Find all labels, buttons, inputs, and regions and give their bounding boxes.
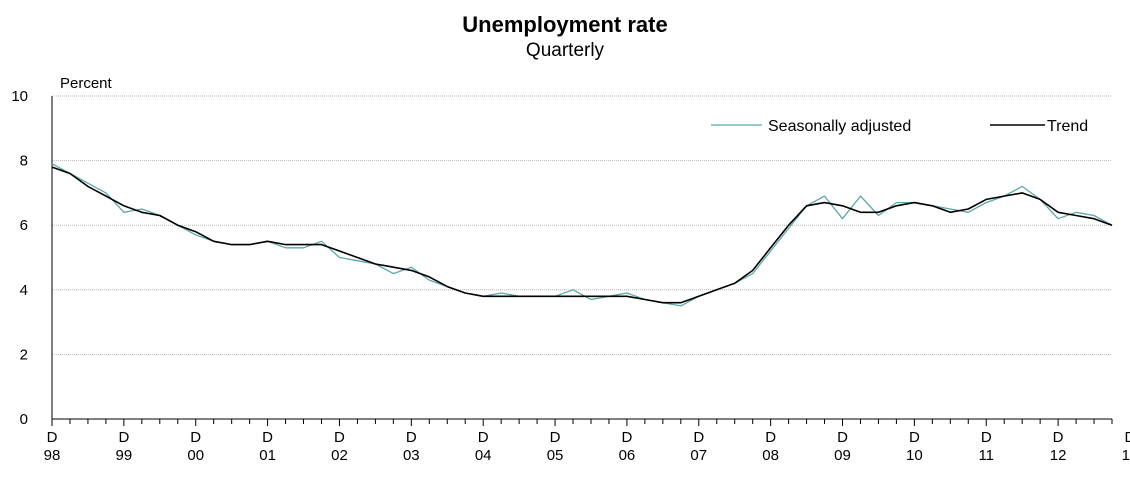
x-tick-label-top: D <box>981 429 992 446</box>
x-tick-label-bottom: 99 <box>116 447 133 464</box>
x-tick-label-top: D <box>837 429 848 446</box>
x-tick-label-bottom: 01 <box>259 447 276 464</box>
series-line-seasonally-adjusted <box>51 163 1113 307</box>
axes: Percent 0246810D98D99D00D01D02D03D04D05D… <box>11 75 1130 464</box>
y-tick-label: 8 <box>20 153 28 170</box>
x-tick-label-bottom: 10 <box>906 447 923 464</box>
gridlines <box>52 95 1112 355</box>
y-tick-label: 10 <box>11 88 28 105</box>
x-tick-label-top: D <box>406 429 417 446</box>
y-tick-label: 4 <box>20 282 28 299</box>
x-tick-label-top: D <box>1053 429 1064 446</box>
x-tick-label-bottom: 98 <box>44 447 61 464</box>
legend-label-trend: Trend <box>1047 118 1088 135</box>
x-tick-label-bottom: 13 <box>1122 447 1130 464</box>
x-tick-label-top: D <box>118 429 129 446</box>
x-tick-label-bottom: 09 <box>834 447 851 464</box>
x-tick-label-top: D <box>262 429 273 446</box>
chart-title: Unemployment rate <box>462 12 668 37</box>
series-lines <box>51 163 1113 307</box>
x-tick-label-top: D <box>334 429 345 446</box>
legend-label-seasonally-adjusted: Seasonally adjusted <box>768 118 911 135</box>
x-tick-label-top: D <box>765 429 776 446</box>
x-tick-label-top: D <box>621 429 632 446</box>
x-tick-label-bottom: 00 <box>187 447 204 464</box>
x-tick-label-top: D <box>190 429 201 446</box>
x-tick-label-top: D <box>909 429 920 446</box>
x-tick-label-bottom: 05 <box>547 447 564 464</box>
x-tick-label-top: D <box>47 429 58 446</box>
x-tick-label-top: D <box>693 429 704 446</box>
x-tick-label-bottom: 03 <box>403 447 420 464</box>
y-tick-label: 2 <box>20 346 28 363</box>
x-tick-label-bottom: 07 <box>690 447 707 464</box>
x-tick-label-bottom: 02 <box>331 447 348 464</box>
x-tick-label-top: D <box>550 429 561 446</box>
y-axis-label: Percent <box>60 75 113 92</box>
x-tick-label-bottom: 12 <box>1050 447 1067 464</box>
x-tick-label-top: D <box>478 429 489 446</box>
series-line-trend <box>51 166 1113 304</box>
x-tick-label-top: D <box>1125 429 1130 446</box>
y-tick-label: 0 <box>20 411 28 428</box>
y-tick-label: 6 <box>20 217 28 234</box>
x-tick-label-bottom: 11 <box>978 447 994 464</box>
x-tick-label-bottom: 06 <box>619 447 636 464</box>
chart-subtitle: Quarterly <box>525 40 605 61</box>
x-tick-label-bottom: 08 <box>762 447 779 464</box>
x-tick-label-bottom: 04 <box>475 447 492 464</box>
legend: Seasonally adjusted Trend <box>711 118 1088 135</box>
